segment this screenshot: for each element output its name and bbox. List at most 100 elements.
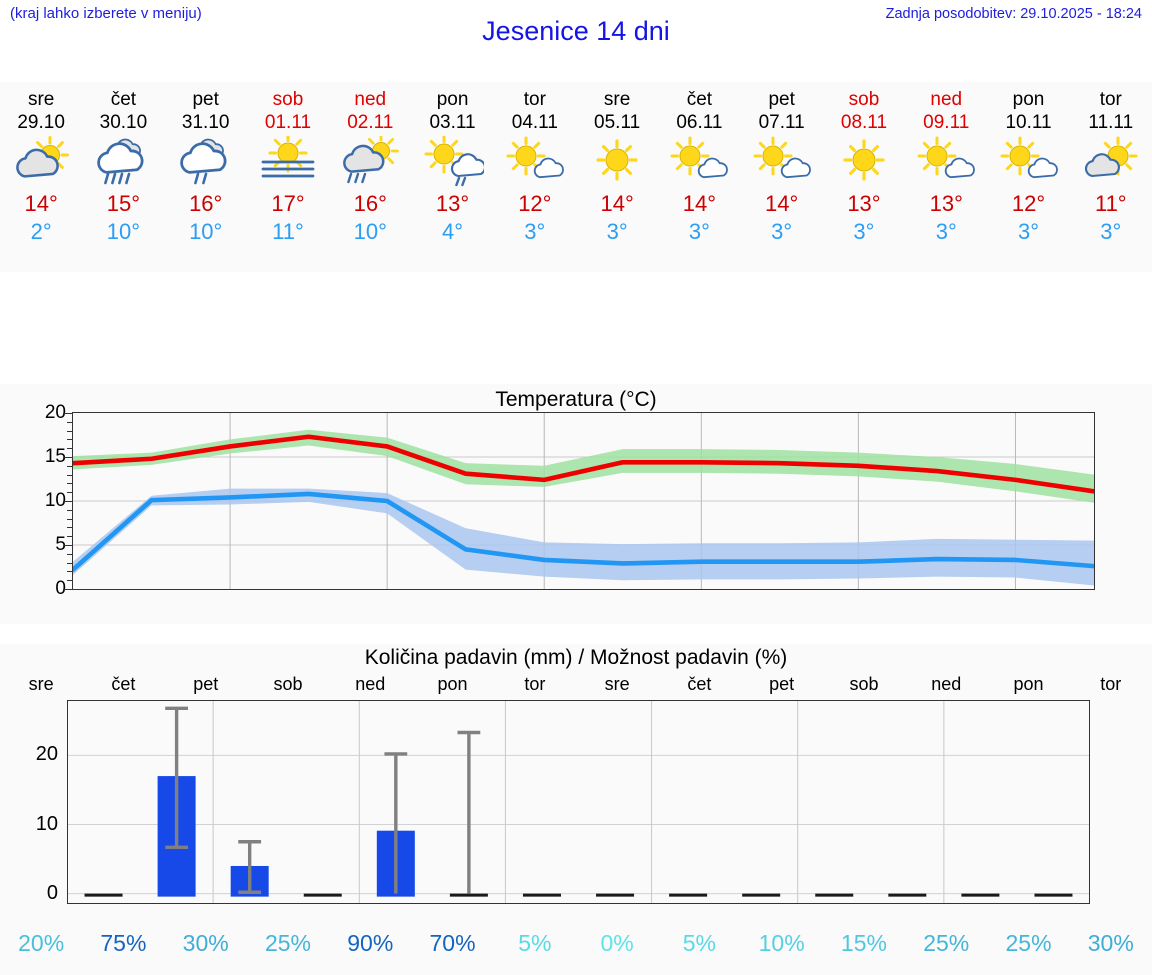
- day-date: 06.11: [676, 112, 723, 133]
- day-name: sob: [272, 89, 304, 110]
- day-name: tor: [1099, 89, 1122, 110]
- day-date: 05.11: [594, 112, 641, 133]
- cloud-sun-icon: [1080, 136, 1142, 188]
- sun-cloud-icon: [10, 136, 72, 188]
- forecast-day-11[interactable]: ned 09.11 13° 3°: [905, 82, 987, 272]
- temperature-y-tick-4: 20: [44, 402, 66, 423]
- sun-small-cloud-icon: [915, 136, 977, 188]
- day-name: pet: [768, 89, 795, 110]
- precipitation-probability-11: 25%: [923, 930, 970, 956]
- day-max-temp: 14°: [600, 191, 634, 216]
- location-hint[interactable]: (kraj lahko izberete v meniju): [10, 5, 202, 22]
- forecast-day-10[interactable]: sob 08.11 13° 3°: [823, 82, 905, 272]
- day-date: 11.11: [1088, 112, 1134, 133]
- day-min-temp: 3°: [1100, 219, 1122, 244]
- day-date: 03.11: [429, 112, 476, 133]
- precipitation-day-label-11: ned: [931, 674, 962, 694]
- day-date: 31.10: [181, 112, 230, 133]
- temperature-y-minor-tick: [67, 562, 72, 564]
- temperature-y-minor-tick: [63, 501, 72, 502]
- temperature-y-minor-tick: [63, 413, 72, 414]
- sun-cloud-rain-icon: [339, 136, 401, 188]
- precipitation-day-label-9: pet: [769, 674, 795, 694]
- forecast-day-8[interactable]: čet 06.11 14° 3°: [658, 82, 740, 272]
- temperature-y-tick-3: 15: [44, 446, 66, 467]
- forecast-day-0[interactable]: sre 29.10 14° 2°: [0, 82, 82, 272]
- temperature-y-minor-tick: [67, 571, 72, 573]
- sun-icon: [833, 136, 895, 188]
- day-max-temp: 12°: [518, 191, 552, 216]
- precipitation-probability-13: 30%: [1087, 930, 1134, 956]
- temperature-y-minor-tick: [67, 474, 72, 476]
- sun-icon: [586, 136, 648, 188]
- sun-small-cloud-icon: [504, 136, 566, 188]
- precipitation-probability-8: 5%: [682, 930, 717, 956]
- forecast-day-7[interactable]: sre 05.11 14° 3°: [576, 82, 658, 272]
- precipitation-day-label-12: pon: [1013, 674, 1044, 694]
- day-max-temp: 16°: [353, 191, 387, 216]
- day-min-temp: 3°: [606, 219, 628, 244]
- precipitation-day-labels: sre čet pet sob ned pon tor sre čet pet sob ned pon t…: [0, 674, 1152, 698]
- precipitation-probability-7: 0%: [600, 930, 634, 956]
- temperature-y-minor-tick: [67, 483, 72, 485]
- precipitation-probability-3: 25%: [264, 930, 311, 956]
- day-date: 29.10: [17, 112, 65, 133]
- forecast-day-6[interactable]: tor 04.11 12° 3°: [494, 82, 576, 272]
- precipitation-day-label-5: pon: [437, 674, 468, 694]
- day-max-temp: 16°: [189, 191, 223, 216]
- precipitation-probability-12: 25%: [1005, 930, 1052, 956]
- forecast-day-12[interactable]: pon 10.11 12° 3°: [987, 82, 1069, 272]
- precipitation-day-label-2: pet: [193, 674, 219, 694]
- day-max-temp: 13°: [929, 191, 963, 216]
- daily-forecast-row: sre 29.10 14° 2° čet 30.10 15° 10° pet 31.10 16…: [0, 82, 1152, 272]
- temperature-y-tick-0: 0: [55, 578, 66, 599]
- precipitation-probability-6: 5%: [518, 930, 552, 956]
- last-updated-label: Zadnja posodobitev: 29.10.2025 - 18:24: [885, 6, 1142, 22]
- precipitation-day-label-10: sob: [849, 674, 879, 694]
- day-date: 01.11: [264, 112, 312, 133]
- forecast-day-5[interactable]: pon 03.11 13° 4°: [411, 82, 493, 272]
- precipitation-day-label-13: tor: [1100, 674, 1122, 694]
- daily-forecast-strip: sre 29.10 14° 2° čet 30.10 15° 10° pet 31.10 16…: [0, 82, 1152, 272]
- day-date: 10.11: [1005, 112, 1052, 133]
- temperature-y-minor-tick: [67, 465, 72, 467]
- temperature-chart-title: Temperatura (°C): [495, 388, 657, 411]
- sun-fog-icon: [257, 136, 319, 188]
- precipitation-y-tick-0: 0: [46, 881, 58, 904]
- temperature-y-minor-tick: [67, 492, 72, 494]
- forecast-day-9[interactable]: pet 07.11 14° 3°: [741, 82, 823, 272]
- day-min-temp: 10°: [189, 219, 223, 244]
- day-name: ned: [354, 89, 387, 110]
- precipitation-probability-0: 20%: [18, 930, 65, 956]
- precipitation-probability-row: 20% 75% 30% 25% 90% 70% 5% 0% 5% 10% 15% 25% 25% 30%: [0, 930, 1152, 957]
- precipitation-day-label-7: sre: [604, 674, 630, 694]
- sun-small-cloud-icon: [998, 136, 1060, 188]
- day-max-temp: 14°: [765, 191, 799, 216]
- forecast-day-2[interactable]: pet 31.10 16° 10°: [165, 82, 247, 272]
- precipitation-y-tick-1: 10: [35, 812, 58, 835]
- day-max-temp: 13°: [847, 191, 881, 216]
- precipitation-probability-9: 10%: [758, 930, 805, 956]
- forecast-day-13[interactable]: tor 11.11 11° 3°: [1070, 82, 1152, 272]
- day-name: sob: [848, 89, 880, 110]
- temperature-y-minor-tick: [67, 448, 72, 450]
- cloud-rain-heavy-icon: [92, 136, 154, 188]
- day-max-temp: 14°: [682, 191, 717, 216]
- precipitation-bars-svg: [67, 700, 1090, 904]
- day-min-temp: 4°: [442, 219, 464, 244]
- sun-small-cloud-icon: [751, 136, 813, 188]
- forecast-day-1[interactable]: čet 30.10 15° 10°: [82, 82, 164, 272]
- temperature-y-minor-tick: [67, 430, 72, 432]
- temperature-y-minor-tick: [67, 439, 72, 441]
- day-name: pon: [436, 89, 469, 110]
- day-name: čet: [110, 89, 137, 110]
- day-max-temp: 12°: [1011, 191, 1046, 216]
- forecast-day-3[interactable]: sob 01.11 17° 11°: [247, 82, 329, 272]
- day-min-temp: 3°: [771, 219, 793, 244]
- temperature-y-minor-tick: [67, 527, 72, 529]
- day-min-temp: 3°: [935, 219, 957, 244]
- forecast-day-4[interactable]: ned 02.11 16° 10°: [329, 82, 411, 272]
- precipitation-chart-title: Količina padavin (mm) / Možnost padavin …: [364, 646, 788, 669]
